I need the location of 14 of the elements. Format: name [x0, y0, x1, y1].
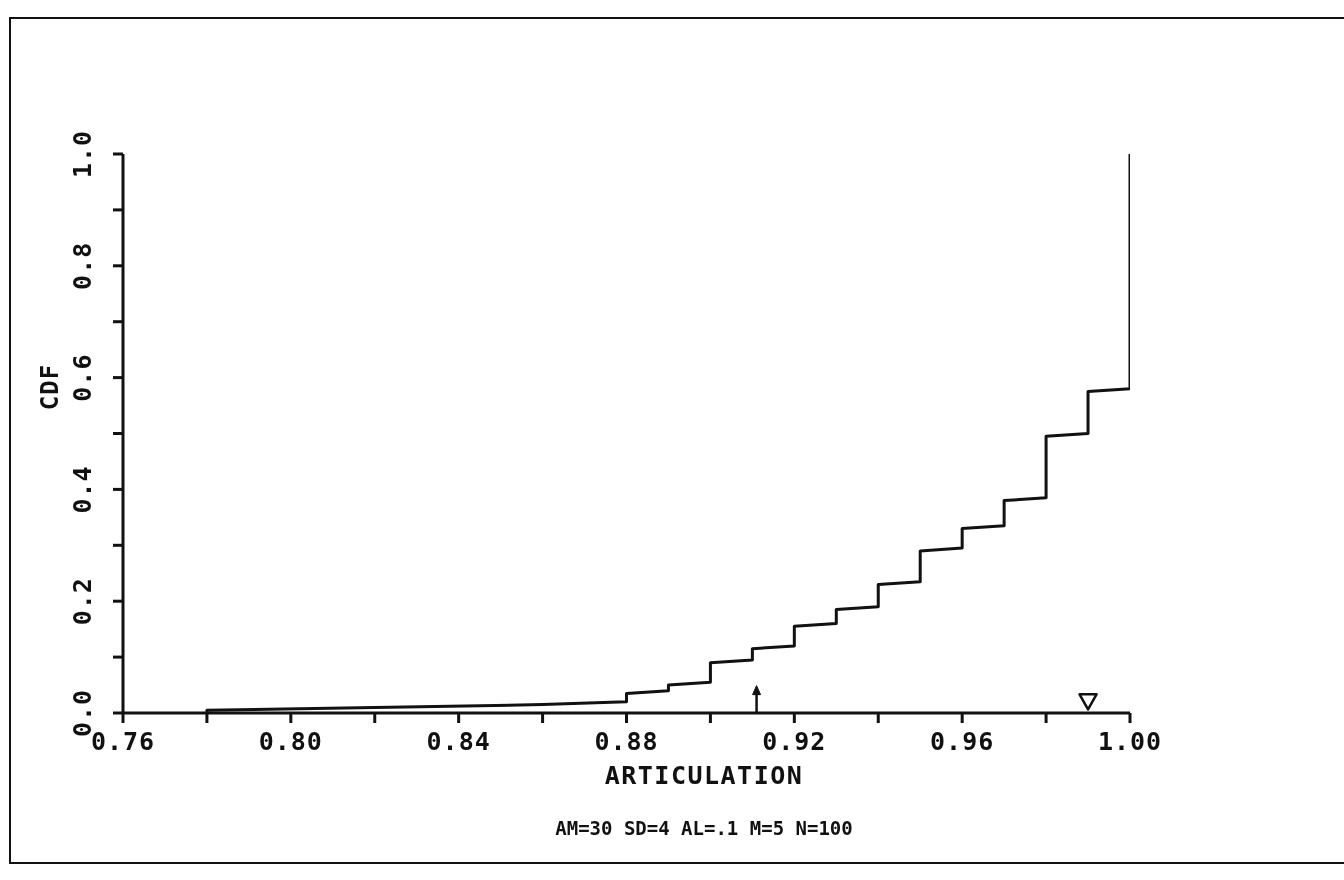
x-tick-label: 1.00: [1097, 727, 1163, 756]
y-tick-label: 0.8: [68, 241, 97, 290]
x-axis-title: ARTICULATION: [604, 761, 804, 790]
x-tick-label: 0.96: [930, 727, 995, 756]
x-tick-label: 0.92: [762, 727, 827, 756]
x-tick-label: 0.84: [426, 727, 491, 756]
x-tick-label: 0.88: [594, 727, 659, 756]
y-tick-label: 0.4: [68, 465, 97, 514]
text: AM=30 SD=4 AL=.1 M=5 N=100: [555, 817, 853, 839]
y-axis-title: CDF: [36, 363, 64, 411]
y-tick-label: 1.0: [68, 129, 97, 179]
y-tick-label: 0.2: [68, 577, 97, 626]
y-tick-label: 0.6: [68, 353, 97, 402]
x-tick-label: 0.80: [258, 727, 323, 756]
